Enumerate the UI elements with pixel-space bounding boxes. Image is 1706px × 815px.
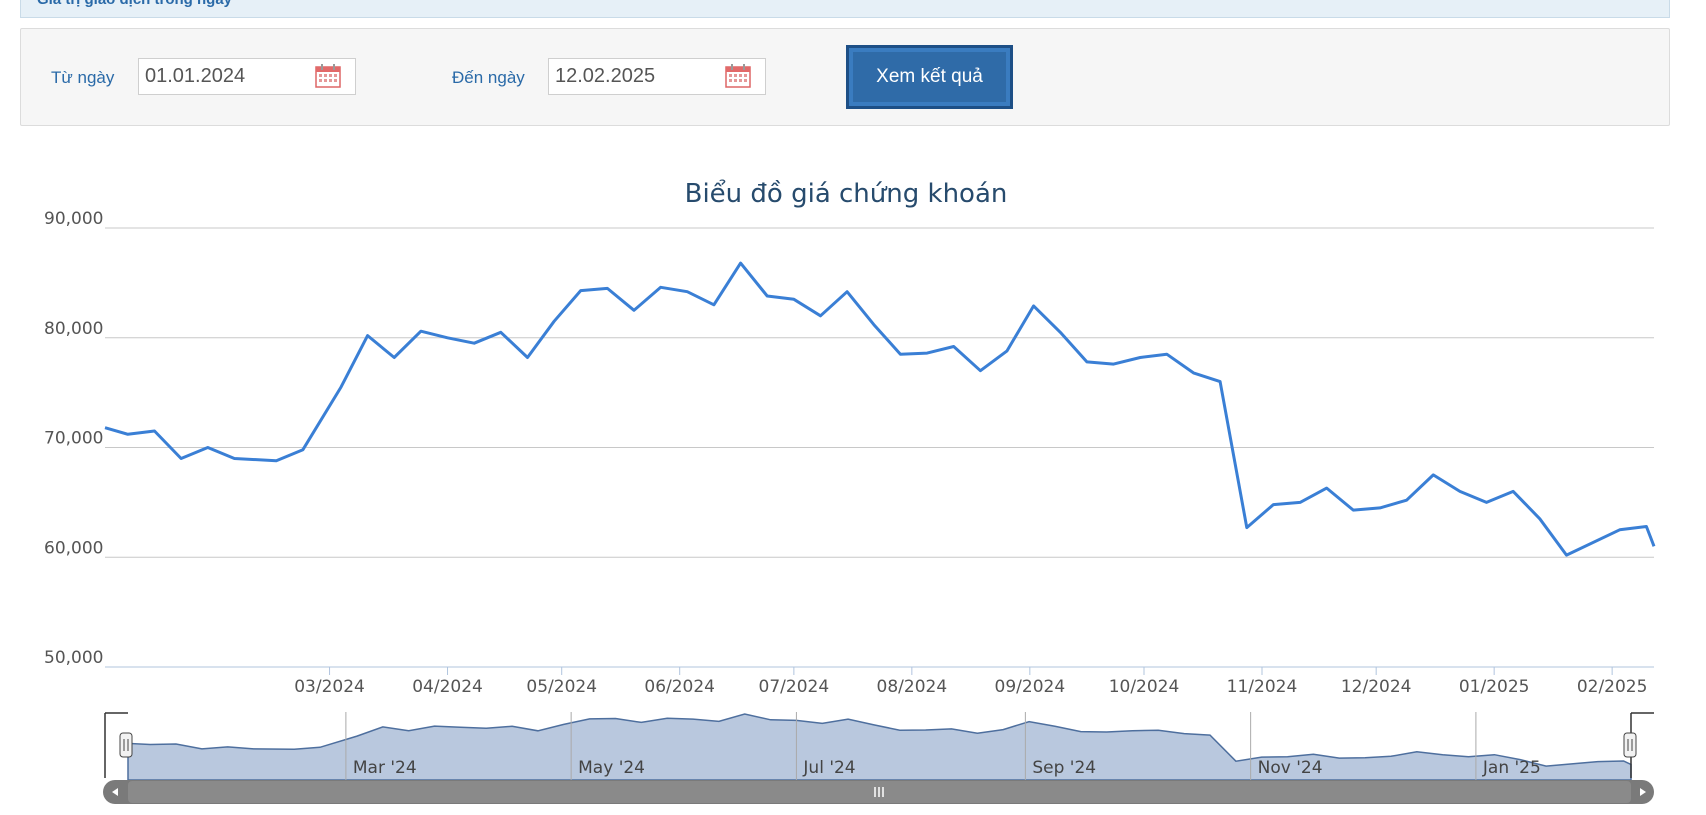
section-header: Giá trị giao dịch trong ngày — [20, 0, 1670, 18]
y-tick-label: 60,000 — [44, 538, 103, 558]
x-tick-label: 01/2025 — [1459, 677, 1530, 697]
navigator-tick-label: May '24 — [578, 758, 645, 778]
to-date-field — [548, 58, 766, 95]
x-tick-label: 07/2024 — [759, 677, 830, 697]
navigator-series-area — [127, 713, 1632, 781]
x-tick-label: 11/2024 — [1227, 677, 1298, 697]
y-tick-label: 80,000 — [44, 319, 103, 339]
y-tick-label: 70,000 — [44, 429, 103, 449]
navigator-tick-label: Mar '24 — [353, 758, 417, 778]
to-date-input[interactable] — [549, 59, 719, 94]
x-tick-label: 09/2024 — [995, 677, 1066, 697]
navigator-left-handle[interactable] — [119, 732, 133, 758]
navigator-tick-label: Sep '24 — [1032, 758, 1096, 778]
calendar-icon[interactable] — [315, 64, 341, 88]
y-tick-label: 90,000 — [44, 209, 103, 229]
chart-title: Biểu đồ giá chứng khoán — [685, 178, 1008, 209]
x-tick-label: 06/2024 — [644, 677, 715, 697]
calendar-icon[interactable] — [725, 64, 751, 88]
navigator-right-handle[interactable] — [1623, 732, 1637, 758]
x-tick-label: 02/2025 — [1577, 677, 1648, 697]
scroll-left-arrow-icon[interactable] — [112, 788, 118, 796]
section-header-title: Giá trị giao dịch trong ngày — [37, 0, 232, 8]
x-tick-label: 12/2024 — [1341, 677, 1412, 697]
x-tick-label: 03/2024 — [294, 677, 365, 697]
y-tick-label: 50,000 — [44, 648, 103, 668]
view-results-button[interactable]: Xem kết quả — [846, 45, 1013, 109]
navigator-tick-label: Jul '24 — [802, 758, 855, 778]
from-date-field — [138, 58, 356, 95]
x-tick-label: 05/2024 — [526, 677, 597, 697]
date-filter-panel: Từ ngày Đến ngày Xem kết quả — [20, 28, 1670, 126]
navigator[interactable]: Mar '24 May '24 Jul '24 Sep '24 Nov '24 Jan '… — [104, 712, 1654, 781]
x-tick-label: 04/2024 — [412, 677, 483, 697]
from-date-label: Từ ngày — [51, 68, 115, 87]
navigator-tick-label: Nov '24 — [1258, 758, 1323, 778]
x-tick-label: 10/2024 — [1109, 677, 1180, 697]
price-series-line — [104, 261, 1656, 557]
scrollbar-grip-icon — [874, 787, 884, 797]
scroll-right-arrow-icon[interactable] — [1640, 788, 1646, 796]
to-date-label: Đến ngày — [452, 68, 525, 87]
x-tick-label: 08/2024 — [877, 677, 948, 697]
navigator-tick-label: Jan '25 — [1482, 758, 1541, 778]
scrollbar[interactable] — [103, 780, 1654, 804]
from-date-input[interactable] — [139, 59, 309, 94]
